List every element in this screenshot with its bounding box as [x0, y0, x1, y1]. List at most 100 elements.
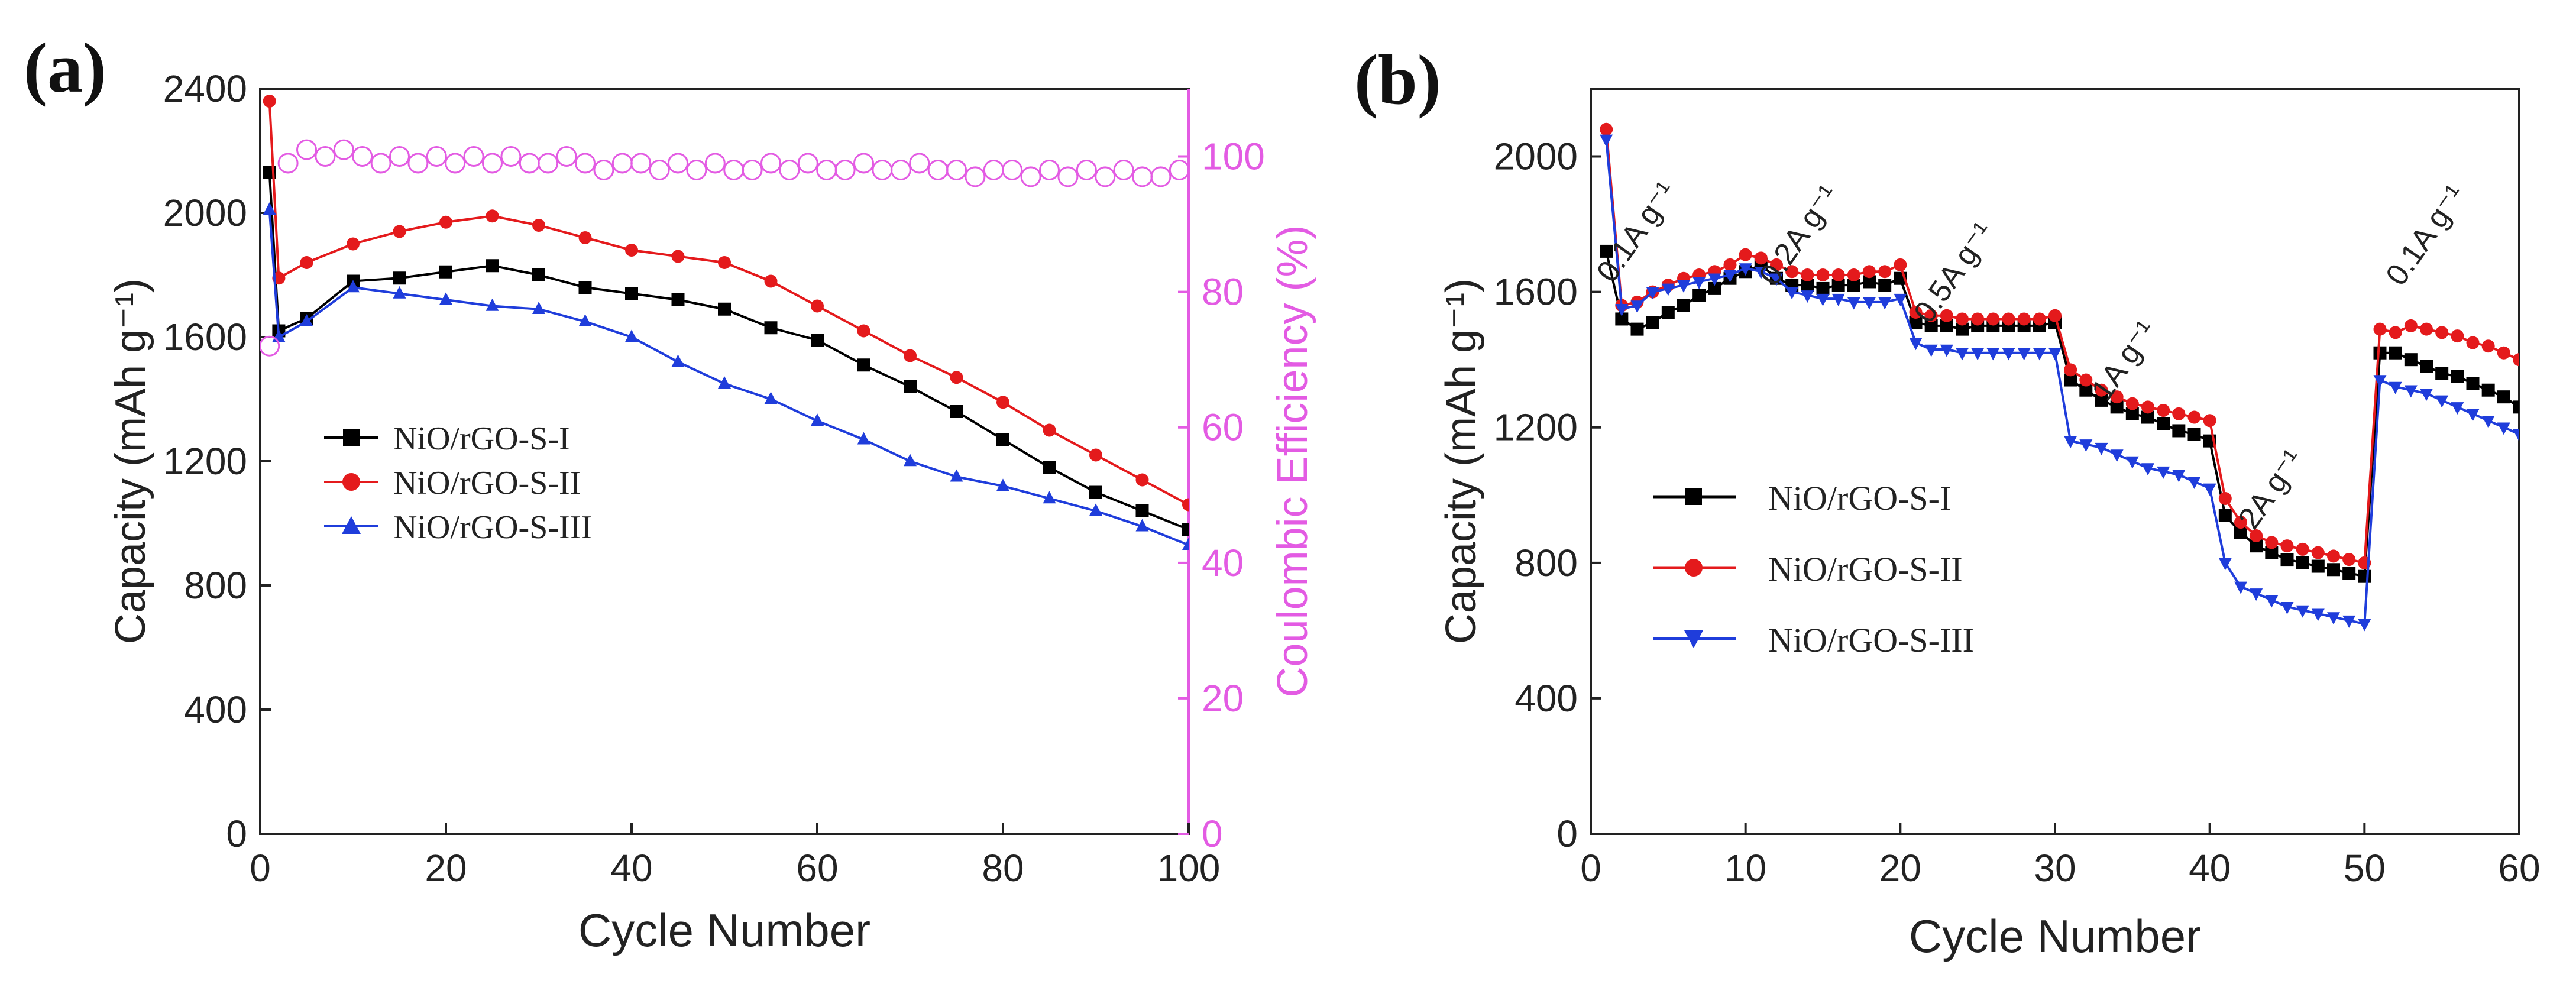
data-point	[1971, 312, 1985, 326]
data-point	[2466, 336, 2480, 349]
data-point	[2002, 348, 2015, 361]
data-point	[2079, 383, 2093, 397]
data-point	[277, 153, 299, 174]
data-point	[1986, 348, 2000, 361]
data-point	[904, 349, 917, 362]
panel-a-y-axis-label: Capacity (mAh g⁻¹)	[107, 279, 154, 644]
data-point	[1039, 159, 1060, 180]
panel-b-legend-marker-circle	[1685, 559, 1703, 577]
panel-a-legend-marker-square	[343, 429, 360, 446]
data-point	[2172, 407, 2186, 420]
data-point	[2172, 424, 2186, 438]
data-point	[1754, 251, 1768, 265]
data-point	[593, 159, 614, 180]
panel-b-y-ticks: 0 400 800 1200 1600 2000	[1494, 135, 1601, 855]
data-point	[1909, 338, 1923, 351]
data-point	[1847, 279, 1860, 292]
data-point	[1182, 538, 1189, 550]
data-point	[2451, 370, 2464, 383]
series-line	[268, 101, 1189, 506]
data-point	[872, 159, 893, 180]
data-point	[811, 334, 824, 347]
data-point	[347, 237, 360, 251]
data-point	[1630, 322, 1644, 336]
data-point	[1708, 281, 1721, 295]
data-point	[2513, 429, 2519, 442]
data-point	[625, 329, 638, 342]
x-tick-label: 100	[1157, 847, 1221, 889]
data-point	[904, 454, 917, 467]
data-point	[2420, 322, 2433, 336]
rate-annotation: 2A g⁻¹	[2232, 444, 2310, 535]
data-point	[1909, 306, 1923, 319]
data-point	[2110, 390, 2124, 404]
panel-b-plot-frame	[1590, 88, 2520, 835]
data-point	[2296, 605, 2309, 618]
data-point	[2342, 615, 2356, 628]
data-point	[1831, 268, 1845, 281]
data-point	[1692, 289, 1706, 302]
data-point	[723, 159, 745, 180]
panel-a: (a) 0 20 40 60 80 100 04008001200160020002400…	[24, 28, 1316, 956]
data-point	[1986, 312, 2000, 326]
panel-b-legend-marker-triangle-down	[1684, 630, 1703, 648]
data-point	[393, 286, 406, 299]
panel-b-label: (b)	[1354, 40, 1441, 119]
data-point	[2234, 516, 2247, 529]
y-tick-label: 2000	[163, 192, 247, 234]
data-point	[857, 432, 870, 445]
panel-b-legend-item: NiO/rGO-S-II	[1768, 550, 1963, 588]
data-point	[407, 153, 429, 174]
data-point	[668, 153, 688, 174]
data-point	[2420, 389, 2433, 402]
data-point	[1646, 287, 1659, 300]
y2-tick-label: 60	[1202, 406, 1244, 449]
data-point	[834, 159, 856, 180]
data-point	[2389, 381, 2402, 394]
data-point	[811, 299, 824, 313]
panel-b: (b) 0 10 20 30 40 50 60 0 400 800 1200 1600 2000 0.…	[1354, 40, 2541, 962]
data-point	[1113, 159, 1134, 180]
series-nio-rgo-s-ii	[263, 95, 1189, 512]
data-point	[704, 153, 726, 174]
y-tick-label: 2400	[163, 67, 247, 110]
data-point	[347, 280, 360, 293]
y-tick-label: 1200	[1494, 406, 1578, 449]
data-point	[532, 268, 545, 281]
data-point	[2110, 449, 2124, 462]
data-point	[1940, 319, 1953, 332]
data-point	[2203, 414, 2216, 428]
data-point	[2389, 326, 2402, 339]
panel-b-series	[1600, 122, 2519, 632]
data-point	[578, 281, 592, 294]
data-point	[439, 265, 452, 279]
y-tick-label: 800	[1514, 542, 1578, 584]
data-point	[2481, 339, 2495, 353]
series-nio-rgo-s-iii	[1600, 134, 2519, 632]
data-point	[2079, 439, 2093, 452]
data-point	[1132, 166, 1153, 187]
data-point	[2373, 322, 2387, 336]
data-point	[2002, 312, 2015, 326]
data-point	[2481, 383, 2495, 397]
data-point	[2373, 375, 2387, 388]
data-point	[2250, 529, 2263, 542]
data-point	[1770, 273, 1783, 286]
data-point	[445, 153, 466, 174]
panel-a-legend-item: NiO/rGO-S-I	[393, 420, 570, 457]
y2-tick-label: 20	[1202, 677, 1244, 720]
data-point	[2265, 536, 2279, 549]
data-point	[909, 153, 930, 174]
data-point	[2404, 385, 2418, 398]
rate-annotation: 0.1A g⁻¹	[1590, 176, 1684, 289]
data-point	[811, 413, 824, 426]
data-point	[556, 146, 577, 167]
data-point	[486, 209, 499, 223]
series-line	[268, 209, 1189, 546]
data-point	[1816, 293, 1830, 306]
data-point	[950, 405, 963, 418]
data-point	[671, 354, 685, 367]
data-point	[1739, 263, 1752, 276]
y-tick-label: 1600	[1494, 271, 1578, 313]
